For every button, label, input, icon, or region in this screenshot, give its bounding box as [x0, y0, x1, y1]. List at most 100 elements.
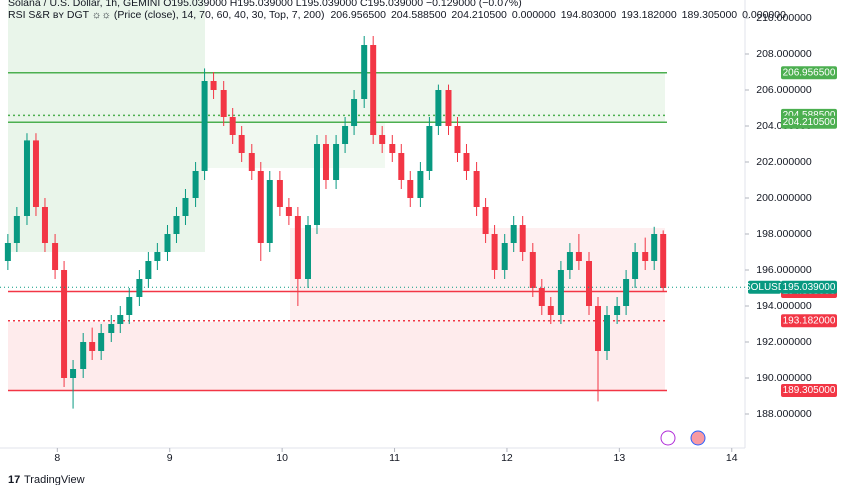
candle-body — [333, 144, 340, 180]
candle-body — [136, 279, 143, 297]
x-tick-label: 9 — [167, 452, 173, 464]
level-label: 204.210500 — [783, 117, 836, 128]
y-tick-label: 196.000000 — [756, 264, 812, 276]
candle-body — [266, 180, 273, 243]
candle-body — [98, 333, 105, 351]
indicator-value: 0.000000 — [742, 9, 786, 21]
candle-body — [445, 90, 452, 126]
candle-body — [41, 207, 48, 243]
candle-body — [586, 261, 593, 306]
symbol-badge — [748, 280, 781, 294]
candle-body — [276, 180, 283, 207]
candle-body — [210, 81, 217, 90]
y-tick-label: 198.000000 — [756, 228, 812, 240]
x-tick-label: 8 — [54, 452, 60, 464]
candle-body — [463, 153, 470, 171]
candle-body — [473, 171, 480, 207]
last-price-label: 195.039000 — [783, 282, 836, 293]
candle-body — [623, 279, 630, 306]
level-label: 193.182000 — [783, 315, 836, 326]
candle-body — [632, 252, 639, 279]
zone — [8, 322, 665, 390]
y-tick-label: 194.000000 — [756, 300, 812, 312]
candle-body — [614, 306, 621, 315]
candle-body — [370, 45, 377, 135]
indicator-value: 204.210500 — [451, 9, 507, 21]
candle-body — [651, 234, 658, 261]
y-tick-label: 192.000000 — [756, 336, 812, 348]
candle-body — [182, 198, 189, 216]
candle-body — [510, 225, 517, 243]
level-badge — [781, 66, 837, 80]
candle-body — [108, 324, 115, 333]
candle-body — [566, 252, 573, 270]
candle-body — [304, 225, 311, 279]
candle-body — [173, 216, 180, 234]
y-tick-label: 200.000000 — [756, 192, 812, 204]
candle-body — [117, 315, 124, 324]
zone — [8, 0, 205, 252]
zone — [290, 228, 665, 322]
y-tick-label: 210.000000 — [756, 12, 812, 24]
candle-body — [294, 216, 301, 279]
candle-body — [642, 252, 649, 261]
indicator-value: 204.588500 — [391, 9, 447, 21]
y-tick-label: 208.000000 — [756, 48, 812, 60]
x-tick-label: 10 — [276, 452, 288, 464]
candle-body — [23, 140, 30, 216]
candle-body — [398, 153, 405, 180]
candle-body — [70, 369, 77, 378]
candle-body — [501, 243, 508, 270]
candle-body — [164, 234, 171, 252]
candle-body — [192, 171, 199, 198]
candle-body — [238, 135, 245, 153]
level-label: 189.305000 — [783, 385, 836, 396]
candle-body — [4, 243, 11, 261]
candle-body — [547, 306, 554, 315]
indicator-value: 0.000000 — [512, 9, 556, 21]
candle-body — [417, 171, 424, 198]
candle-body — [491, 234, 498, 270]
y-tick-label: 188.000000 — [756, 408, 812, 420]
candle-body — [482, 207, 489, 234]
candle-body — [379, 135, 386, 144]
y-tick-label: 206.000000 — [756, 84, 812, 96]
x-tick-label: 14 — [726, 452, 738, 464]
level-badge — [781, 115, 837, 129]
candle-body — [285, 207, 292, 216]
candle-body — [257, 171, 264, 243]
icon[interactable] — [660, 430, 676, 446]
x-tick-label: 13 — [614, 452, 626, 464]
x-tick-label: 11 — [389, 452, 400, 464]
candle-body — [426, 126, 433, 171]
logo-mark: 17 — [8, 474, 20, 485]
candle-body — [32, 140, 39, 207]
candle-body — [660, 234, 667, 288]
candle-body — [89, 342, 96, 351]
candle-body — [61, 270, 68, 378]
candle-body — [248, 153, 255, 171]
candle-body — [594, 306, 601, 351]
candle-body — [220, 90, 227, 117]
symbol-label: SOLUSD — [744, 282, 785, 293]
candle-body — [529, 252, 536, 288]
candle-body — [322, 144, 329, 180]
candle-body — [351, 99, 358, 126]
candle-body — [389, 144, 396, 153]
candle-body — [145, 261, 152, 279]
candle-body — [407, 180, 414, 198]
brand: TradingView — [24, 474, 85, 485]
candle-body — [557, 270, 564, 315]
candle-body — [454, 126, 461, 153]
x-tick-label: 12 — [501, 452, 513, 464]
candle-body — [154, 252, 161, 261]
level-label: 204.588500 — [783, 110, 836, 121]
y-tick-label: 202.000000 — [756, 156, 812, 168]
candle-body — [435, 90, 442, 126]
level-badge — [781, 384, 837, 398]
candle-body — [361, 45, 368, 99]
level-badge — [781, 314, 837, 328]
icon[interactable] — [690, 430, 706, 446]
